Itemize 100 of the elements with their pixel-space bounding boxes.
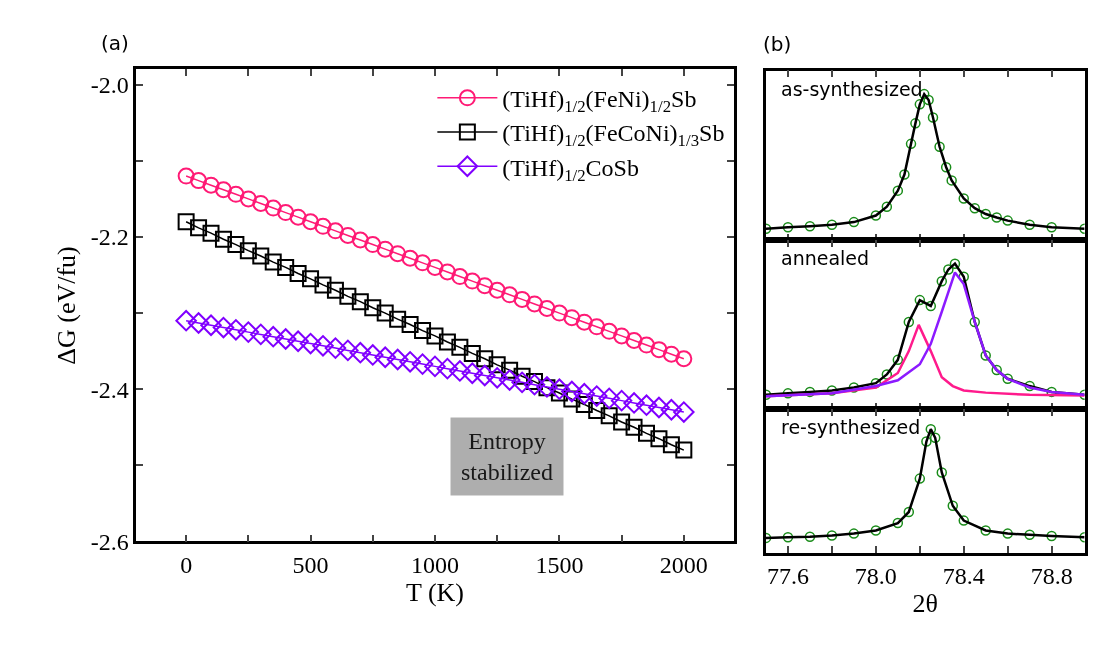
- point: [613, 327, 631, 345]
- x-tick-label: 500: [292, 552, 329, 579]
- point: [200, 314, 222, 337]
- point: [214, 230, 232, 248]
- point: [927, 112, 939, 123]
- point: [903, 316, 915, 328]
- point: [991, 364, 1002, 376]
- point: [575, 313, 593, 331]
- x-tick-label: 78.8: [1030, 563, 1073, 590]
- point: [870, 210, 882, 221]
- x-tick-label: 77.6: [766, 563, 809, 590]
- point: [314, 276, 332, 294]
- legend-label: (TiHf)$_{1/2}$(FeCoNi)$_{1/3}$Sb: [502, 120, 725, 151]
- point: [312, 335, 334, 357]
- point: [1024, 219, 1035, 230]
- annotation: annealed: [781, 247, 870, 269]
- point: [399, 351, 421, 373]
- point: [461, 362, 484, 384]
- point: [463, 272, 481, 290]
- point: [980, 350, 991, 361]
- point: [1046, 221, 1057, 233]
- point: [588, 402, 606, 420]
- point: [424, 355, 446, 378]
- point: [662, 345, 680, 363]
- point: [389, 245, 407, 263]
- y-tick-label: -2.6: [90, 528, 129, 555]
- point: [936, 467, 948, 478]
- point: [958, 271, 969, 283]
- point: [969, 202, 980, 214]
- point: [324, 337, 347, 359]
- point: [899, 169, 910, 180]
- point: [943, 264, 954, 275]
- point: [474, 364, 496, 387]
- point: [463, 344, 481, 362]
- point: [550, 304, 568, 322]
- point: [449, 360, 471, 382]
- point: [252, 247, 270, 265]
- point: [351, 231, 369, 249]
- point: [610, 389, 633, 412]
- point: [934, 141, 945, 153]
- point: [190, 219, 208, 237]
- point: [225, 319, 247, 341]
- point: [563, 309, 581, 327]
- point: [339, 226, 357, 244]
- x-axis-title: 2θ: [912, 588, 939, 618]
- point: [362, 344, 384, 366]
- y-tick-label: -2.0: [90, 72, 129, 99]
- point: [585, 385, 608, 407]
- point: [892, 354, 904, 366]
- point: [511, 371, 533, 394]
- point: [302, 270, 320, 288]
- point: [980, 525, 991, 536]
- y-tick-label: -2.4: [90, 376, 129, 403]
- point: [438, 333, 456, 351]
- point: [969, 316, 980, 328]
- point: [177, 167, 195, 185]
- point: [349, 341, 372, 364]
- point: [903, 506, 915, 518]
- point: [980, 208, 991, 220]
- point: [374, 346, 396, 368]
- point: [262, 325, 284, 348]
- point: [638, 336, 655, 354]
- point: [187, 312, 210, 334]
- point: [411, 353, 434, 375]
- x-tick-label: 78.4: [942, 563, 985, 590]
- point: [675, 350, 693, 368]
- legend-label: (TiHf)$_{1/2}$(FeNi)$_{1/2}$Sb: [502, 86, 697, 117]
- point: [488, 281, 506, 299]
- x-tick-label: 1500: [535, 552, 584, 579]
- point: [277, 204, 295, 222]
- point: [289, 265, 307, 282]
- point: [339, 287, 357, 305]
- point: [804, 531, 816, 542]
- point: [573, 383, 596, 405]
- point: [782, 532, 794, 543]
- point: [177, 213, 195, 231]
- point: [804, 386, 816, 398]
- point: [277, 258, 295, 276]
- point: [264, 253, 282, 271]
- x-tick-label: 1000: [410, 552, 459, 579]
- point: [501, 361, 519, 379]
- point: [870, 525, 882, 536]
- point: [212, 316, 235, 339]
- point: [501, 286, 519, 304]
- point: [914, 294, 926, 306]
- point: [1002, 528, 1013, 539]
- point: [946, 175, 957, 186]
- point: [451, 338, 469, 356]
- point: [426, 258, 444, 276]
- point: [905, 138, 917, 150]
- point: [892, 185, 904, 196]
- point: [881, 369, 893, 380]
- point: [623, 392, 645, 414]
- point: [250, 323, 272, 346]
- annotation: re-synthesized: [781, 416, 921, 438]
- y-axis-title: ΔG (eV/fu): [52, 246, 82, 365]
- point: [548, 378, 571, 400]
- x-tick-label: 2000: [659, 552, 708, 579]
- point: [600, 322, 618, 340]
- point: [351, 293, 369, 311]
